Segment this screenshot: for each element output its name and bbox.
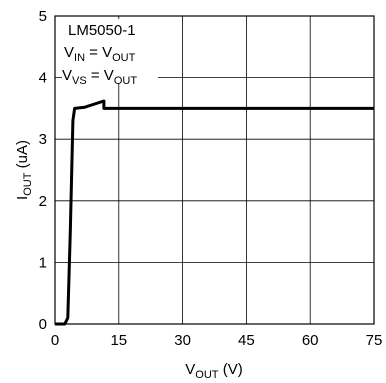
y-tick-label: 3 bbox=[39, 131, 47, 148]
y-tick-label: 4 bbox=[39, 70, 47, 87]
annotation-block: LM5050-1 VIN = VOUT VVS = VOUT bbox=[62, 19, 158, 87]
x-tick-label: 45 bbox=[238, 332, 255, 349]
annotation-device: LM5050-1 bbox=[68, 22, 136, 39]
annotation-backdrop bbox=[62, 19, 158, 83]
annotation-vvs: VVS = VOUT bbox=[62, 67, 137, 87]
x-tick-label: 60 bbox=[302, 332, 319, 349]
series-line-iout bbox=[55, 99, 374, 326]
annotation-vin: VIN = VOUT bbox=[64, 44, 136, 64]
x-tick-label: 0 bbox=[51, 332, 59, 349]
y-tick-label: 2 bbox=[39, 193, 47, 210]
plot-frame bbox=[54, 15, 375, 325]
x-axis-title: VOUT (V) bbox=[185, 361, 242, 381]
y-axis-title: IOUT (uA) bbox=[14, 140, 34, 200]
y-tick-labels: 0 1 2 3 4 5 bbox=[39, 8, 47, 333]
series bbox=[55, 99, 374, 326]
x-tick-label: 15 bbox=[110, 332, 127, 349]
y-tick-label: 1 bbox=[39, 254, 47, 271]
x-tick-label: 30 bbox=[174, 332, 191, 349]
y-tick-label: 5 bbox=[39, 8, 47, 25]
x-tick-labels: 0 15 30 45 60 75 bbox=[51, 332, 383, 349]
y-tick-label: 0 bbox=[39, 316, 47, 333]
x-tick-label: 75 bbox=[366, 332, 383, 349]
